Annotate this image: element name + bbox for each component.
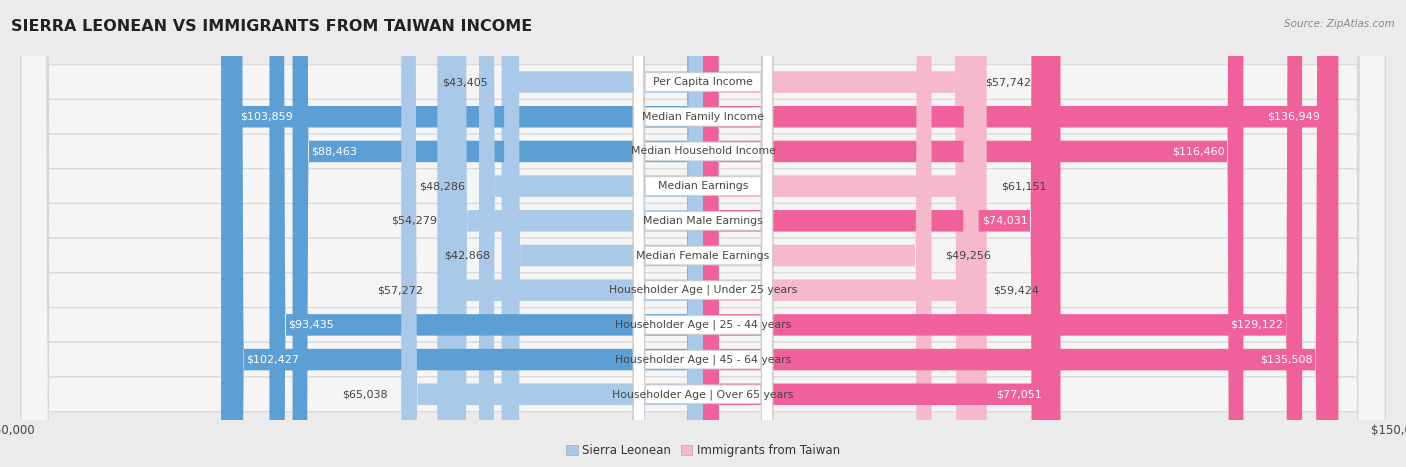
FancyBboxPatch shape (703, 0, 1243, 467)
Text: Householder Age | Over 65 years: Householder Age | Over 65 years (612, 389, 794, 400)
FancyBboxPatch shape (633, 0, 773, 467)
Text: SIERRA LEONEAN VS IMMIGRANTS FROM TAIWAN INCOME: SIERRA LEONEAN VS IMMIGRANTS FROM TAIWAN… (11, 19, 533, 34)
FancyBboxPatch shape (21, 0, 1385, 467)
Text: Per Capita Income: Per Capita Income (652, 77, 754, 87)
FancyBboxPatch shape (505, 0, 703, 467)
Text: $61,151: $61,151 (1001, 181, 1046, 191)
Text: Median Male Earnings: Median Male Earnings (643, 216, 763, 226)
FancyBboxPatch shape (703, 0, 1302, 467)
FancyBboxPatch shape (703, 0, 1046, 467)
FancyBboxPatch shape (21, 0, 1385, 467)
FancyBboxPatch shape (479, 0, 703, 467)
Text: $129,122: $129,122 (1230, 320, 1284, 330)
Text: $54,279: $54,279 (391, 216, 437, 226)
FancyBboxPatch shape (21, 0, 1385, 467)
Text: $57,742: $57,742 (984, 77, 1031, 87)
Text: Median Family Income: Median Family Income (643, 112, 763, 122)
Text: $42,868: $42,868 (444, 250, 491, 261)
FancyBboxPatch shape (292, 0, 703, 467)
Text: $49,256: $49,256 (945, 250, 991, 261)
FancyBboxPatch shape (703, 0, 932, 467)
Text: Source: ZipAtlas.com: Source: ZipAtlas.com (1284, 19, 1395, 28)
FancyBboxPatch shape (221, 0, 703, 467)
Text: $93,435: $93,435 (288, 320, 333, 330)
Text: $103,859: $103,859 (239, 112, 292, 122)
FancyBboxPatch shape (21, 0, 1385, 467)
Text: $57,272: $57,272 (377, 285, 423, 295)
Text: $65,038: $65,038 (342, 389, 387, 399)
Text: $136,949: $136,949 (1267, 112, 1320, 122)
FancyBboxPatch shape (633, 0, 773, 467)
FancyBboxPatch shape (633, 0, 773, 467)
Text: $88,463: $88,463 (311, 147, 357, 156)
FancyBboxPatch shape (703, 0, 1339, 467)
FancyBboxPatch shape (21, 0, 1385, 467)
FancyBboxPatch shape (21, 0, 1385, 467)
Text: Householder Age | 25 - 44 years: Householder Age | 25 - 44 years (614, 319, 792, 330)
Text: Median Household Income: Median Household Income (630, 147, 776, 156)
Text: $77,051: $77,051 (997, 389, 1042, 399)
Text: $59,424: $59,424 (993, 285, 1039, 295)
FancyBboxPatch shape (703, 0, 979, 467)
Text: Householder Age | 45 - 64 years: Householder Age | 45 - 64 years (614, 354, 792, 365)
FancyBboxPatch shape (633, 0, 773, 467)
FancyBboxPatch shape (21, 0, 1385, 467)
FancyBboxPatch shape (502, 0, 703, 467)
Text: Householder Age | Under 25 years: Householder Age | Under 25 years (609, 285, 797, 296)
Legend: Sierra Leonean, Immigrants from Taiwan: Sierra Leonean, Immigrants from Taiwan (561, 439, 845, 462)
FancyBboxPatch shape (703, 0, 972, 467)
Text: $43,405: $43,405 (441, 77, 488, 87)
FancyBboxPatch shape (21, 0, 1385, 467)
Text: $48,286: $48,286 (419, 181, 465, 191)
FancyBboxPatch shape (633, 0, 773, 467)
FancyBboxPatch shape (21, 0, 1385, 467)
FancyBboxPatch shape (633, 0, 773, 467)
Text: Median Earnings: Median Earnings (658, 181, 748, 191)
Text: Median Female Earnings: Median Female Earnings (637, 250, 769, 261)
FancyBboxPatch shape (633, 0, 773, 467)
Text: $116,460: $116,460 (1173, 147, 1225, 156)
FancyBboxPatch shape (633, 0, 773, 467)
FancyBboxPatch shape (703, 0, 1060, 467)
FancyBboxPatch shape (633, 0, 773, 467)
Text: $135,508: $135,508 (1261, 354, 1313, 365)
FancyBboxPatch shape (228, 0, 703, 467)
FancyBboxPatch shape (703, 0, 987, 467)
FancyBboxPatch shape (633, 0, 773, 467)
Text: $74,031: $74,031 (983, 216, 1028, 226)
FancyBboxPatch shape (270, 0, 703, 467)
FancyBboxPatch shape (437, 0, 703, 467)
FancyBboxPatch shape (703, 0, 1331, 467)
Text: $102,427: $102,427 (246, 354, 299, 365)
FancyBboxPatch shape (401, 0, 703, 467)
FancyBboxPatch shape (21, 0, 1385, 467)
FancyBboxPatch shape (451, 0, 703, 467)
